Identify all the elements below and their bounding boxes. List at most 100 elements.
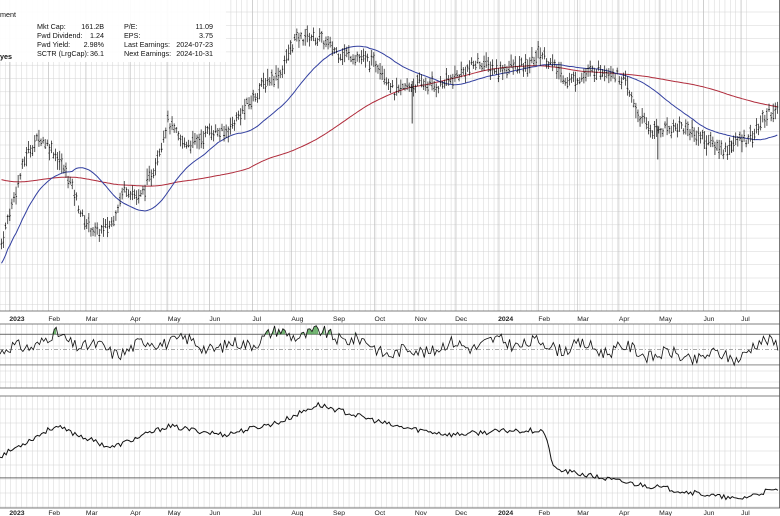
x-axis-label-price: Jul <box>741 316 750 323</box>
price-bar <box>29 144 32 158</box>
price-bar <box>352 54 355 65</box>
price-bar <box>125 187 128 197</box>
price-bar <box>545 58 548 69</box>
price-bar <box>27 140 30 154</box>
price-bar <box>320 31 323 43</box>
price-bar <box>123 181 126 193</box>
price-bar <box>100 225 103 234</box>
x-axis-label-bottom: Jun <box>209 510 220 516</box>
x-axis-label-bottom: 2024 <box>498 510 513 516</box>
stat-label-mkt-cap: Mkt Cap: <box>37 22 66 31</box>
price-bar <box>376 64 379 74</box>
price-bar <box>291 44 294 53</box>
price-bar <box>283 55 286 75</box>
ma-short-line <box>1 45 778 264</box>
price-bar <box>206 125 209 135</box>
price-bar <box>605 68 608 79</box>
price-bar <box>397 84 400 94</box>
price-bar <box>740 134 743 153</box>
price-bar <box>518 55 521 74</box>
price-bar <box>279 69 282 79</box>
price-bar <box>705 135 708 156</box>
x-axis-label-bottom: Sep <box>333 510 345 516</box>
x-axis-label-price: Oct <box>375 316 386 323</box>
x-axis-label-price: Sep <box>333 316 345 323</box>
price-bar <box>19 173 22 180</box>
price-bar <box>722 149 725 160</box>
price-bar <box>331 41 334 56</box>
x-axis-label-bottom: 2023 <box>9 510 24 516</box>
price-bar <box>310 34 313 41</box>
price-bar <box>493 68 496 75</box>
price-bar <box>54 148 57 162</box>
price-bar <box>358 54 361 63</box>
price-bar <box>653 121 656 139</box>
price-bar <box>661 128 664 137</box>
price-bar <box>281 65 284 78</box>
price-bar <box>69 176 72 185</box>
price-bar <box>137 189 140 204</box>
price-bar <box>426 81 429 95</box>
price-bar <box>462 67 465 75</box>
price-bar <box>160 142 163 153</box>
price-bar <box>768 103 771 112</box>
price-bar <box>306 25 309 43</box>
price-bar <box>119 192 122 207</box>
price-bar <box>245 97 248 105</box>
price-bar <box>127 189 130 198</box>
price-bar <box>364 50 367 68</box>
price-bar <box>749 124 752 142</box>
price-bar <box>528 57 531 74</box>
price-bar <box>200 129 203 149</box>
price-bar <box>302 38 305 46</box>
price-bar <box>75 192 78 201</box>
price-bar <box>566 77 569 89</box>
price-bar <box>208 123 211 136</box>
price-bar <box>537 41 540 59</box>
price-bar <box>6 214 9 225</box>
price-bar <box>578 77 581 85</box>
price-bar <box>256 93 259 103</box>
price-bar <box>485 52 488 68</box>
price-bar <box>664 121 667 129</box>
x-axis-label-bottom: Mar <box>577 510 589 516</box>
price-bar <box>171 116 174 131</box>
x-axis-label-price: 2024 <box>498 316 513 323</box>
price-bar <box>439 75 442 87</box>
price-bar <box>349 55 352 63</box>
price-bar <box>609 66 612 82</box>
price-bar <box>595 69 598 81</box>
title-suffix: yes <box>0 52 12 61</box>
price-bar <box>753 128 756 140</box>
title-fragment: ment <box>0 10 16 19</box>
stat-label-next-earnings: Next Earnings: <box>124 49 171 58</box>
price-bar <box>175 127 178 134</box>
price-bar <box>684 119 687 135</box>
price-bar <box>277 67 280 89</box>
price-bar <box>71 178 74 190</box>
price-bar <box>765 108 768 126</box>
price-bar <box>414 84 417 93</box>
x-axis-label-price: Aug <box>291 316 303 323</box>
price-bar <box>223 126 226 142</box>
price-bar <box>345 46 348 58</box>
price-bar <box>270 69 273 86</box>
price-bar <box>248 97 251 110</box>
x-axis-label-price: Jun <box>209 316 220 323</box>
price-bar <box>587 64 590 77</box>
price-bar <box>304 28 307 46</box>
price-bar <box>732 135 735 152</box>
price-bar <box>8 208 11 221</box>
price-bar <box>21 158 24 169</box>
price-bar <box>424 77 427 91</box>
price-bar <box>618 76 621 85</box>
price-bar <box>156 150 159 166</box>
price-bar <box>327 36 330 50</box>
price-bar <box>601 69 604 78</box>
price-bar <box>314 37 317 46</box>
price-bar <box>716 139 719 151</box>
price-bar <box>564 77 567 86</box>
price-bar <box>106 217 109 238</box>
price-bar <box>584 68 587 82</box>
